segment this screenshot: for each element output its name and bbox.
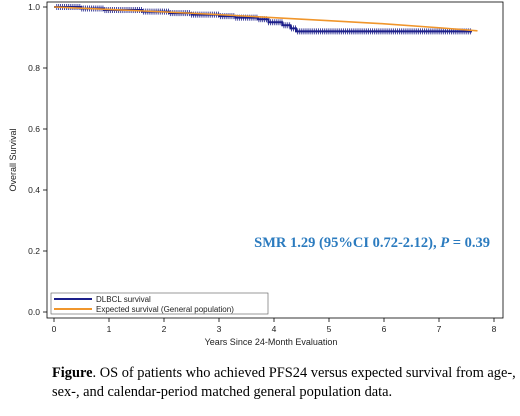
axes: 0 1 2 3 4 5 6 7 8 0.0 0.2 0.4 0.6 0.8 1.0 bbox=[28, 2, 496, 334]
x-tick-label-3: 3 bbox=[217, 324, 222, 334]
y-tick-label-5: 1.0 bbox=[28, 2, 40, 12]
figure-caption: Figure. OS of patients who achieved PFS2… bbox=[52, 364, 518, 402]
legend: DLBCL survival Expected survival (Genera… bbox=[50, 292, 269, 315]
x-tick-label-5: 5 bbox=[327, 324, 332, 334]
series-line-1 bbox=[53, 6, 478, 32]
y-axis-label: Overall Survival bbox=[8, 128, 18, 191]
legend-label-dlbcl: DLBCL survival bbox=[96, 295, 151, 304]
smr-annotation-suffix: = 0.39 bbox=[449, 235, 490, 251]
x-tick-label-4: 4 bbox=[272, 324, 277, 334]
x-tick-label-8: 8 bbox=[492, 324, 497, 334]
y-tick-label-1: 0.2 bbox=[28, 246, 40, 256]
legend-box bbox=[50, 292, 269, 315]
smr-annotation: SMR 1.29 (95%CI 0.72-2.12), P = 0.39 bbox=[254, 235, 490, 251]
x-tick-label-0: 0 bbox=[52, 324, 57, 334]
plot-frame bbox=[46, 1, 504, 319]
series-layer bbox=[53, 4, 478, 35]
x-axis-label: Years Since 24-Month Evaluation bbox=[205, 337, 338, 347]
x-tick-label-2: 2 bbox=[162, 324, 167, 334]
y-tick-label-4: 0.8 bbox=[28, 63, 40, 73]
smr-annotation-p: P bbox=[440, 235, 449, 251]
x-tick-label-6: 6 bbox=[382, 324, 387, 334]
y-tick-label-3: 0.6 bbox=[28, 124, 40, 134]
legend-label-expected: Expected survival (General population) bbox=[96, 305, 234, 314]
x-tick-label-7: 7 bbox=[437, 324, 442, 334]
smr-annotation-prefix: SMR 1.29 (95%CI 0.72-2.12), bbox=[254, 235, 440, 251]
x-tick-label-1: 1 bbox=[107, 324, 112, 334]
caption-text: . OS of patients who achieved PFS24 vers… bbox=[52, 365, 516, 400]
caption-label: Figure bbox=[52, 365, 93, 381]
y-tick-label-2: 0.4 bbox=[28, 185, 40, 195]
y-tick-label-0: 0.0 bbox=[28, 307, 40, 317]
